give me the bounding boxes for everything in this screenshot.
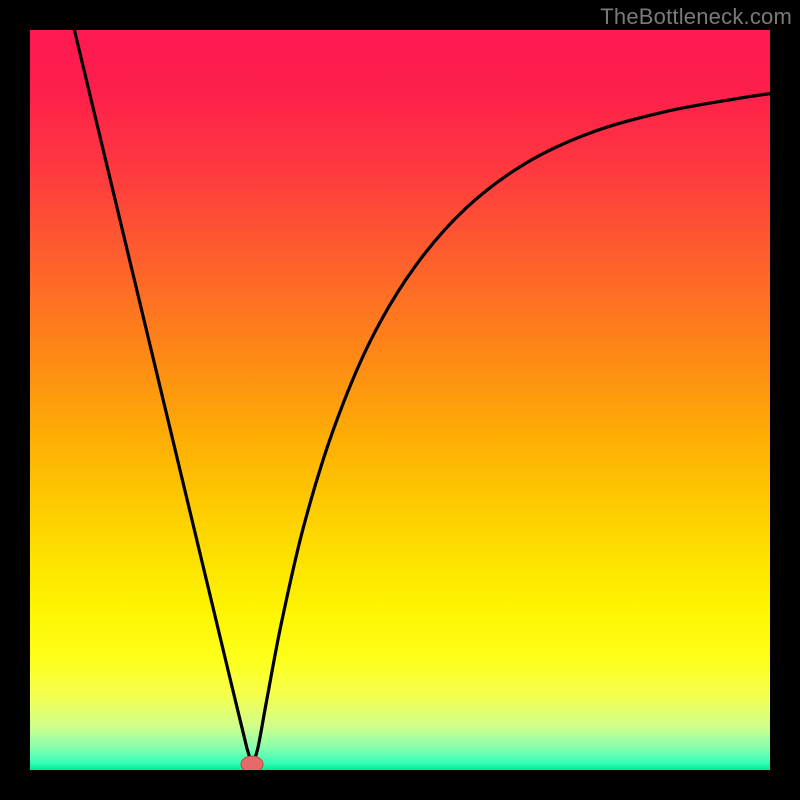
minimum-marker: [241, 756, 263, 770]
chart-background: [30, 30, 770, 770]
chart-frame: [30, 30, 770, 770]
bottleneck-chart: [30, 30, 770, 770]
watermark-text: TheBottleneck.com: [600, 4, 792, 30]
